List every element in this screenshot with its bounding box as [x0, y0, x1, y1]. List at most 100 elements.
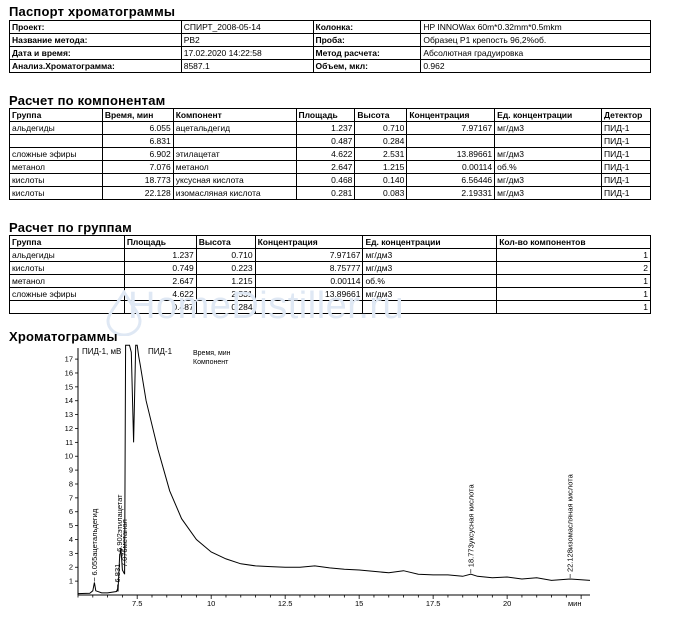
- cell: 2.531: [354, 147, 408, 161]
- x-unit-label: мин: [568, 599, 582, 608]
- table-row: метанол 7.076 метанол 2.647 1.215 0.0011…: [9, 160, 652, 174]
- y-tick-label: 17: [65, 355, 73, 364]
- peak-label: 6.902этилацетат: [115, 494, 124, 552]
- trace-label: ПИД-1: [148, 347, 173, 356]
- y-tick-label: 16: [65, 368, 73, 377]
- cell: 8.75777: [254, 261, 364, 275]
- cell: 0.749: [123, 261, 197, 275]
- passport-value: 8587.1: [180, 59, 314, 73]
- cell: об.%: [494, 160, 602, 174]
- cell: 0.487: [123, 300, 197, 314]
- cell: 6.902: [101, 147, 174, 161]
- cell: 0.140: [354, 173, 408, 187]
- peak-label: 6.055ацетальдегид: [90, 508, 99, 575]
- cell: уксусная кислота: [172, 173, 297, 187]
- cell: 1: [496, 287, 651, 301]
- cell: ПИД-1: [600, 160, 652, 174]
- cell: 7.97167: [254, 248, 364, 262]
- cell: ПИД-1: [600, 134, 652, 148]
- y-tick-label: 5: [69, 521, 73, 530]
- passport-title: Паспорт хроматограммы: [9, 4, 176, 19]
- cell: 2.531: [195, 287, 256, 301]
- cell: 18.773: [101, 173, 174, 187]
- column-header: Компонент: [172, 108, 297, 122]
- x-tick-label: 15: [355, 599, 363, 608]
- cell: альдегиды: [9, 248, 125, 262]
- cell: метанол: [172, 160, 297, 174]
- x-tick-label: 20: [503, 599, 511, 608]
- y-tick-label: 2: [69, 563, 73, 572]
- y-tick-label: 3: [69, 549, 73, 558]
- peak-label: 18.773уксусная кислота: [466, 483, 475, 567]
- y-tick-label: 8: [69, 479, 73, 488]
- passport-value: 17.02.2020 14:22:58: [180, 46, 314, 60]
- passport-value: Образец Р1 крепость 96,2%об.: [420, 33, 651, 47]
- detector-label: ПИД-1, мВ: [82, 347, 121, 356]
- column-header: Время, мин: [101, 108, 174, 122]
- peak-labels: 6.055ацетальдегид 6.8316.902этилацетат7.0…: [90, 473, 575, 589]
- cell: об.%: [362, 274, 498, 288]
- cell: ПИД-1: [600, 121, 652, 135]
- table-row: 6.831 0.487 0.284 ПИД-1: [9, 134, 652, 148]
- cell: ПИД-1: [600, 186, 652, 200]
- cell: 0.284: [354, 134, 408, 148]
- cell: мг/дм3: [494, 147, 602, 161]
- passport-label: Колонка:: [312, 20, 422, 34]
- cell: 1.215: [195, 274, 256, 288]
- table-row: кислоты 18.773 уксусная кислота 0.468 0.…: [9, 173, 652, 187]
- cell: 13.89661: [406, 147, 496, 161]
- y-tick-label: 6: [69, 507, 73, 516]
- x-tick-label: 17.5: [426, 599, 441, 608]
- column-header: Группа: [9, 235, 125, 249]
- column-header: Ед. концентрации: [494, 108, 602, 122]
- cell: ацетальдегид: [172, 121, 297, 135]
- cell: 1: [496, 300, 651, 314]
- cell: 0.284: [195, 300, 256, 314]
- y-tick-label: 13: [65, 410, 73, 419]
- cell: этилацетат: [172, 147, 297, 161]
- cell: 6.055: [101, 121, 174, 135]
- cell: мг/дм3: [494, 186, 602, 200]
- cell: альдегиды: [9, 121, 103, 135]
- y-tick-label: 1: [69, 577, 73, 586]
- cell: кислоты: [9, 173, 103, 187]
- table-header-row: Группа Время, мин Компонент Площадь Высо…: [9, 108, 652, 122]
- cell: ПИД-1: [600, 147, 652, 161]
- components-title: Расчет по компонентам: [9, 93, 166, 108]
- cell: 1.215: [354, 160, 408, 174]
- cell: [494, 134, 602, 148]
- cell: [254, 300, 364, 314]
- cell: метанол: [9, 274, 125, 288]
- table-row: кислоты 0.749 0.223 8.75777 мг/дм3 2: [9, 261, 651, 275]
- cell: 0.00114: [406, 160, 496, 174]
- cell: 0.00114: [254, 274, 364, 288]
- passport-table: Проект: СПИРТ_2008-05-14 Колонка: HP INN…: [9, 20, 651, 73]
- y-tick-label: 15: [65, 382, 73, 391]
- cell: 0.710: [195, 248, 256, 262]
- cell: мг/дм3: [362, 261, 498, 275]
- cell: 7.076: [101, 160, 174, 174]
- y-tick-label: 12: [65, 424, 73, 433]
- y-tick-label: 14: [65, 396, 73, 405]
- passport-value: 0.962: [420, 59, 651, 73]
- cell: 0.281: [295, 186, 356, 200]
- table-row: сложные эфиры 4.622 2.531 13.89661 мг/дм…: [9, 287, 651, 301]
- peak-label: 22.128изомасляная кислота: [566, 473, 575, 572]
- cell: 2.647: [295, 160, 356, 174]
- cell: 0.468: [295, 173, 356, 187]
- cell: [362, 300, 498, 314]
- cell: 4.622: [295, 147, 356, 161]
- y-tick-label: 7: [69, 493, 73, 502]
- column-header: Концентрация: [406, 108, 496, 122]
- groups-title: Расчет по группам: [9, 220, 132, 235]
- passport-value: СПИРТ_2008-05-14: [180, 20, 314, 34]
- cell: 1.237: [295, 121, 356, 135]
- table-row: сложные эфиры 6.902 этилацетат 4.622 2.5…: [9, 147, 652, 161]
- cell: 2.19331: [406, 186, 496, 200]
- cell: 1.237: [123, 248, 197, 262]
- column-header: Площадь: [123, 235, 197, 249]
- column-header: Высота: [195, 235, 256, 249]
- cell: мг/дм3: [494, 173, 602, 187]
- legend-time: Время, мин: [193, 350, 231, 357]
